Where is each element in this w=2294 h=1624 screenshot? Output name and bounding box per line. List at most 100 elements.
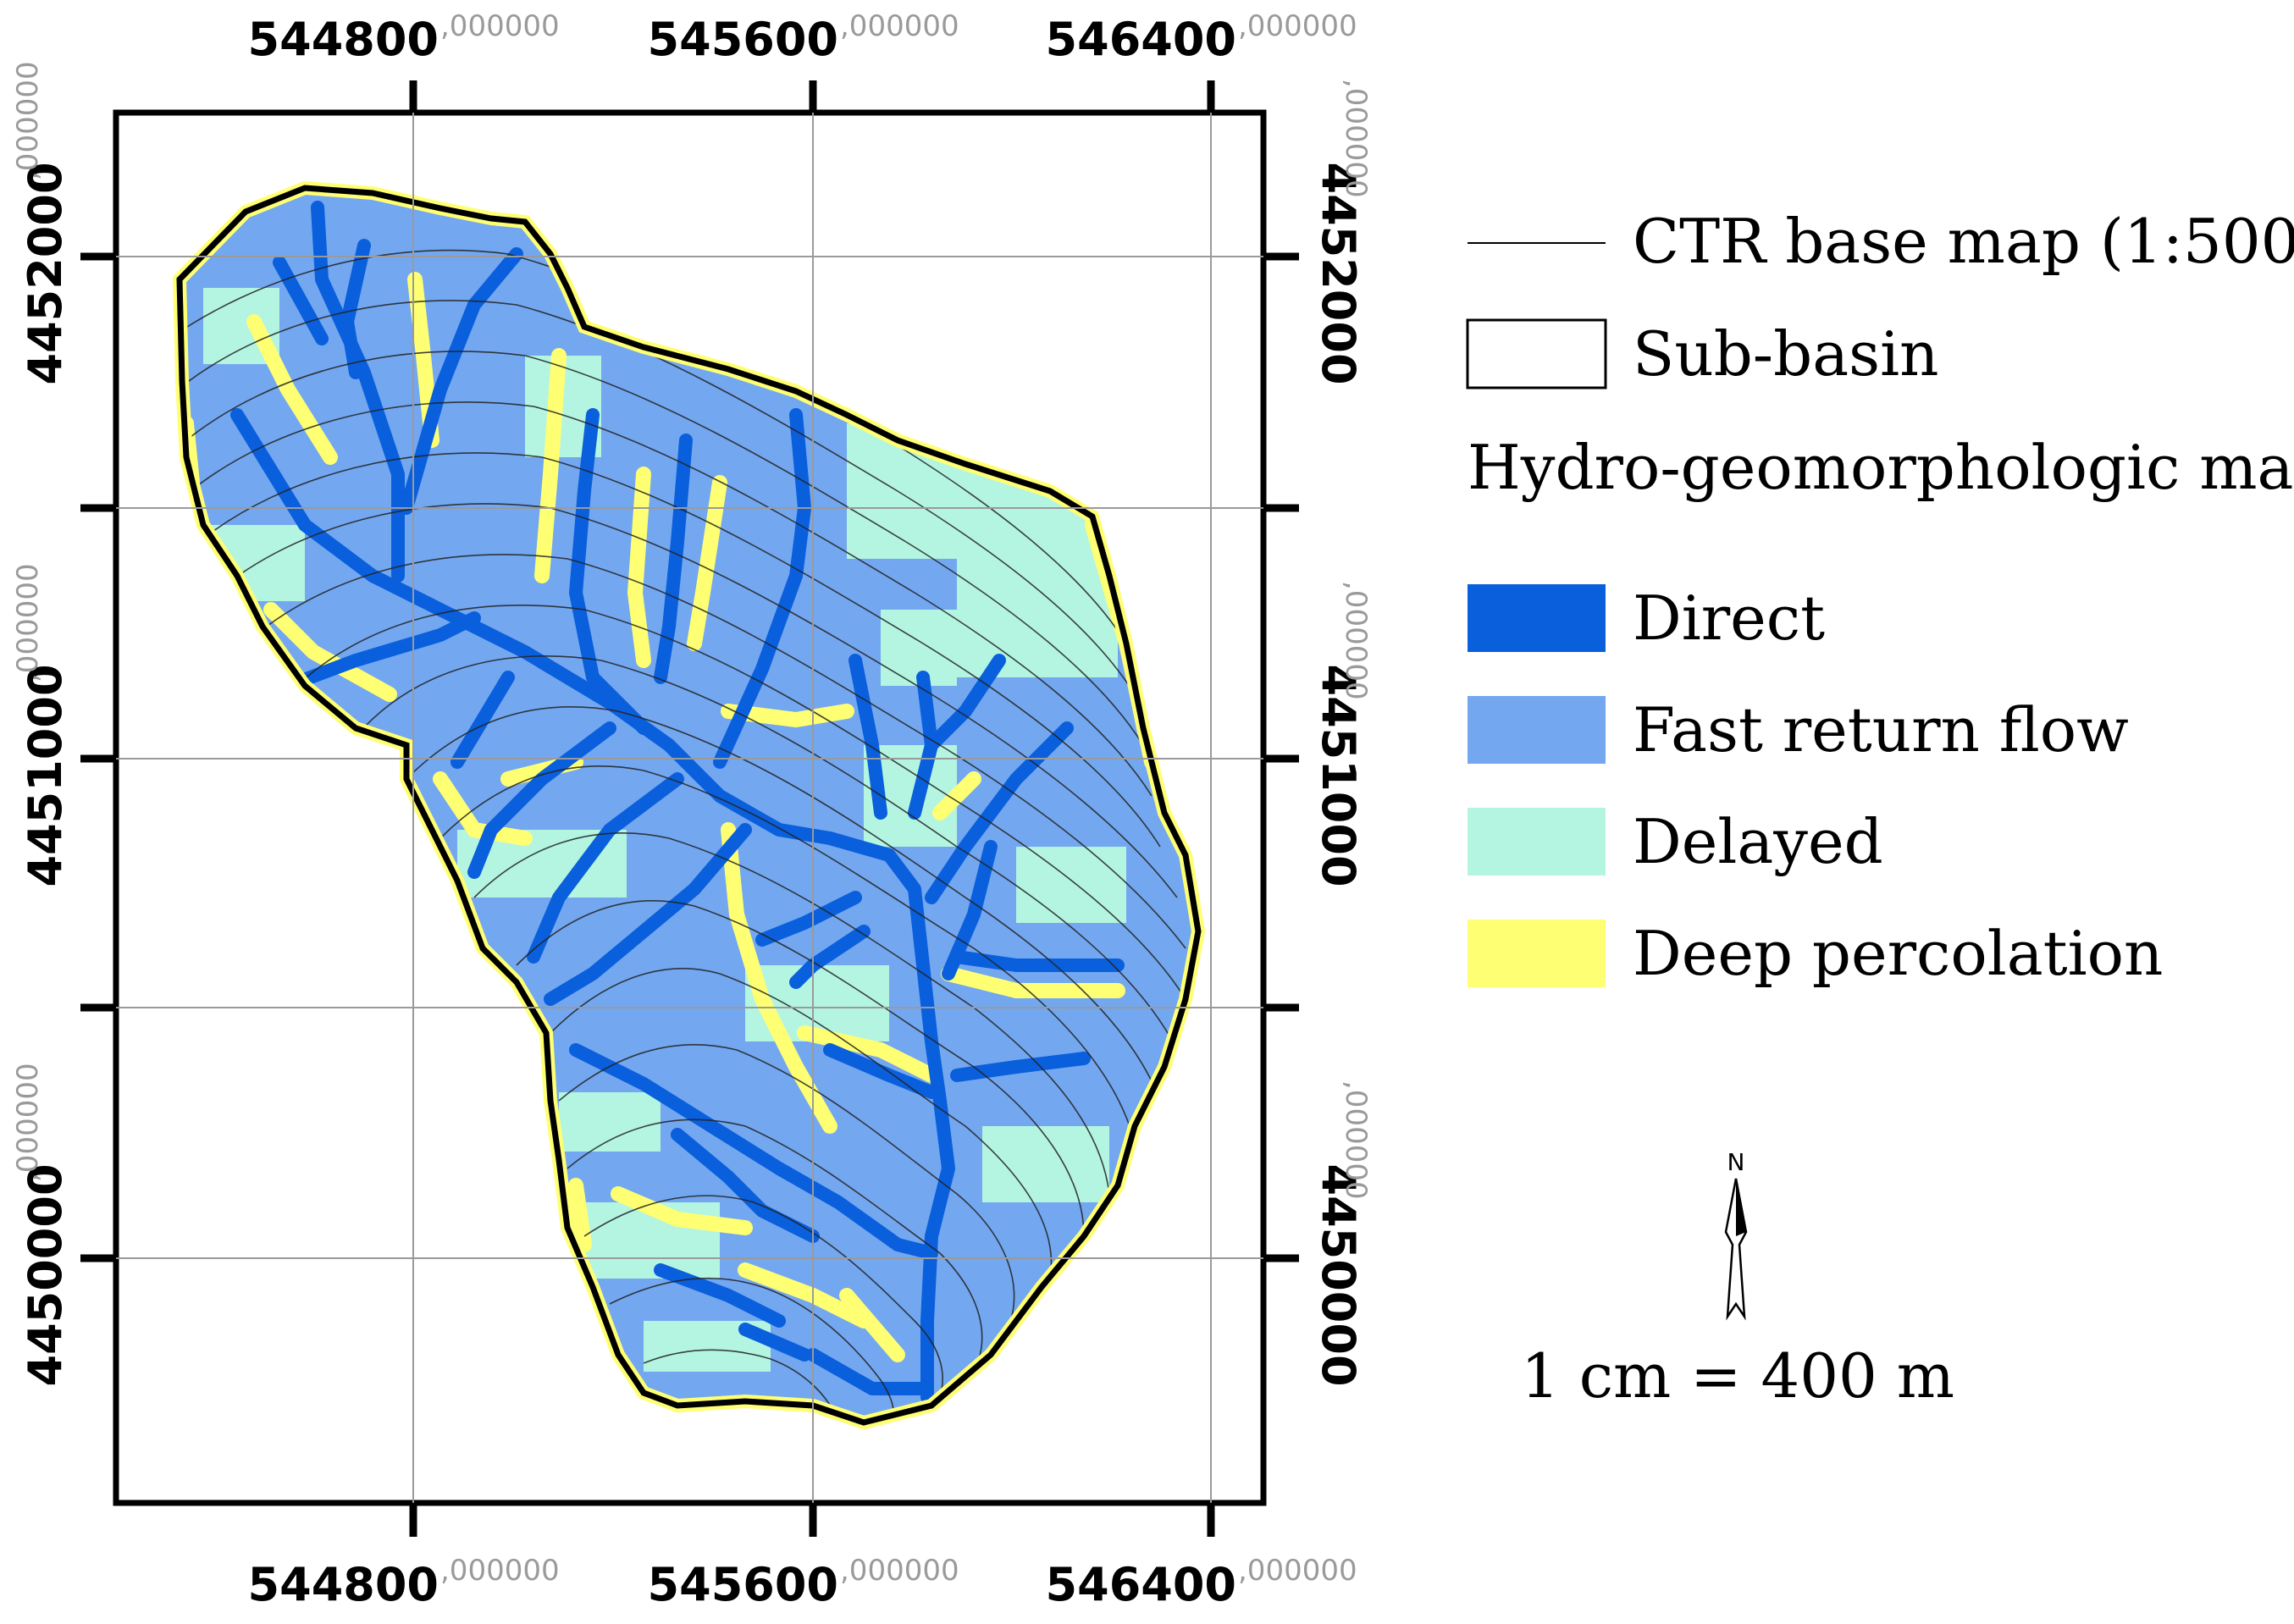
legend-fast-return-swatch <box>1468 696 1606 764</box>
delayed-patch <box>559 1092 661 1152</box>
top-tick-label-main: 546400 <box>1046 13 1236 66</box>
direct-channel <box>654 1263 786 1328</box>
direct-channel <box>823 1043 938 1099</box>
contour-line <box>558 1044 1015 1330</box>
contour-line <box>215 503 1178 898</box>
direct-channel <box>569 408 650 735</box>
left-tick-label-main: 4452000 <box>19 162 72 384</box>
direct-channel <box>755 891 862 947</box>
direct-channel <box>569 1043 938 1260</box>
bottom-tick-label-decimals: ,000000 <box>440 1554 560 1588</box>
direct-channel <box>281 611 481 693</box>
top-tick-labels: 544800 ,000000 545600 ,000000 546400 ,00… <box>248 9 1357 66</box>
right-tick-label-main: 4450000 <box>1312 1163 1365 1386</box>
direct-channel <box>950 1052 1091 1082</box>
deep-percolation-streak <box>611 1186 753 1235</box>
bottom-tick-label-main: 544800 <box>248 1558 439 1611</box>
left-tick-label-decimals: ,000000 <box>11 61 45 180</box>
contour-line <box>439 765 1136 1144</box>
contour-line <box>567 1119 983 1373</box>
direct-channel <box>713 408 811 769</box>
direct-channels <box>230 201 1125 1404</box>
direct-channel <box>340 239 371 379</box>
delayed-patch <box>1016 847 1126 923</box>
legend-base-map-label: CTR base map (1:5000) <box>1633 206 2294 277</box>
right-tick-label-main: 4451000 <box>1312 664 1365 887</box>
contour-line <box>609 1277 894 1422</box>
deep-percolation-streak <box>534 348 567 583</box>
bottom-tick-label-main: 545600 <box>648 1558 838 1611</box>
basin-outline <box>176 185 1202 1426</box>
tick-marks <box>80 80 1299 1537</box>
deep-percolation-streak <box>627 467 651 668</box>
left-tick-label-main: 4451000 <box>19 664 72 887</box>
direct-channel <box>230 408 955 1404</box>
contour-line <box>245 554 1186 949</box>
bottom-tick-label-decimals: ,000000 <box>1238 1554 1357 1588</box>
top-tick-label-decimals: ,000000 <box>840 9 959 43</box>
legend: CTR base map (1:5000) Sub-basin Hydro-ge… <box>1466 206 2294 989</box>
deep-percolation-streak <box>839 1288 905 1362</box>
direct-channel <box>527 772 684 964</box>
direct-channel <box>671 1128 820 1243</box>
direct-channel <box>950 950 1125 972</box>
contour-line <box>190 401 1153 797</box>
top-tick-label-main: 545600 <box>648 13 838 66</box>
scale-text: 1 cm = 400 m <box>1521 1340 1954 1411</box>
direct-channel <box>738 1323 811 1362</box>
bottom-tick-label-decimals: ,000000 <box>840 1554 959 1588</box>
contour-line <box>287 605 1186 1000</box>
contour-line <box>185 351 1144 746</box>
deep-percolation-streak <box>721 822 837 1134</box>
deep-percolation-streak <box>433 771 533 846</box>
legend-sub-basin-swatch <box>1466 318 1607 389</box>
right-tick-labels: 4452000 ,000000 4451000 ,000000 4450000 … <box>1312 79 1373 1387</box>
deep-percolation-streak <box>797 1025 939 1083</box>
left-tick-labels: 4452000 ,000000 4451000 ,000000 4450000 … <box>11 61 72 1386</box>
north-arrow-half <box>1736 1179 1746 1236</box>
deep-percolation-streak <box>687 475 727 651</box>
left-tick-label-decimals: ,000000 <box>11 1063 45 1182</box>
delayed-patch <box>957 559 1118 677</box>
contour-line <box>473 832 1110 1195</box>
deep-percolation-streak <box>721 704 854 728</box>
delayed-patch <box>982 1126 1109 1202</box>
north-arrow: N <box>1724 1148 1748 1321</box>
deep-percolation-streak <box>246 314 338 465</box>
direct-channel <box>451 671 515 769</box>
north-arrow-letter: N <box>1727 1148 1745 1176</box>
bottom-tick-labels: 544800 ,000000 545600 ,000000 546400 ,00… <box>248 1554 1357 1611</box>
contour-line <box>643 1349 839 1422</box>
right-tick-label-decimals: ,000000 <box>1339 581 1373 700</box>
legend-delayed-label: Delayed <box>1633 806 1883 877</box>
legend-fast-return-label: Fast return flow <box>1633 694 2129 765</box>
legend-sub-basin-label: Sub-basin <box>1633 318 1938 389</box>
contour-line <box>180 300 1136 695</box>
direct-channel <box>849 654 887 820</box>
legend-direct-label: Direct <box>1633 583 1825 654</box>
contour-line <box>550 968 1053 1279</box>
bottom-tick-label-main: 546400 <box>1046 1558 1236 1611</box>
right-tick-label-decimals: ,000000 <box>1339 1080 1373 1200</box>
direct-channel <box>925 721 1074 904</box>
left-tick-label-main: 4450000 <box>19 1163 72 1386</box>
right-tick-label-main: 4452000 <box>1312 162 1365 384</box>
direct-channel <box>654 434 693 684</box>
contour-line <box>355 655 1178 1051</box>
direct-channel <box>925 654 1006 752</box>
deep-percolation-streak <box>941 966 1125 998</box>
contour-line <box>516 900 1085 1237</box>
direct-channel <box>544 823 752 1006</box>
legend-deep-percolation-swatch <box>1468 920 1606 987</box>
direct-channel <box>273 256 329 345</box>
legend-deep-percolation-label: Deep percolation <box>1633 918 2163 989</box>
top-tick-label-decimals: ,000000 <box>1238 9 1357 43</box>
legend-title: Hydro-geomorphologic map <box>1468 432 2294 503</box>
legend-direct-swatch <box>1468 584 1606 652</box>
direct-channel <box>467 721 616 879</box>
legend-delayed-swatch <box>1468 808 1606 876</box>
direct-channel <box>400 247 523 515</box>
top-tick-label-main: 544800 <box>248 13 439 66</box>
contour-line <box>198 452 1161 848</box>
